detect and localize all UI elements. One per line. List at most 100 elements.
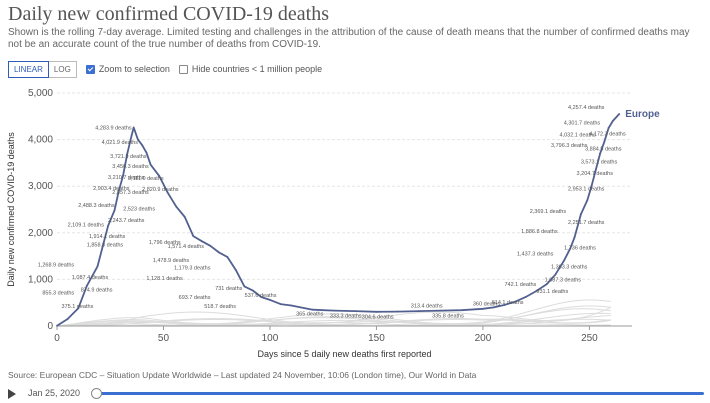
data-label: 1,128.1 deaths: [146, 276, 183, 282]
data-label: 2,251.7 deaths: [568, 220, 605, 226]
series-point: [192, 235, 195, 237]
data-label: 2,243.7 deaths: [108, 218, 145, 224]
series-point: [56, 324, 58, 327]
background-country-line: [56, 308, 611, 327]
data-label: 304.6 deaths: [362, 315, 394, 321]
series-point: [396, 310, 399, 313]
series-point: [183, 216, 186, 218]
timeline-track[interactable]: [98, 392, 704, 395]
data-label: 2,903.4 deaths: [93, 186, 130, 192]
checkbox-checked-icon: [85, 64, 95, 74]
log-scale-button[interactable]: LOG: [48, 60, 77, 78]
series-point: [217, 251, 220, 254]
data-label: 360 deaths: [473, 302, 500, 308]
series-point: [209, 244, 212, 247]
data-label: 3,796.3 deaths: [551, 143, 588, 149]
data-label: 1,571.4 deaths: [168, 244, 205, 250]
series-point: [113, 209, 116, 212]
data-label: 4,172.3 deaths: [589, 132, 626, 138]
series-point: [607, 127, 610, 129]
series-point: [439, 309, 442, 312]
series-point: [243, 285, 246, 288]
data-label: 2,857.3 deaths: [112, 190, 149, 196]
y-tick-label: 4,000: [28, 135, 53, 146]
series-point: [573, 236, 576, 239]
series-label: Europe: [625, 109, 660, 120]
series-point: [175, 205, 178, 208]
data-label: 335.8 deaths: [432, 313, 464, 319]
x-tick-label: 200: [475, 333, 492, 344]
x-axis-label: Days since 5 daily new deaths first repo…: [257, 349, 431, 359]
timeline-control: Jan 25, 2020: [8, 387, 708, 401]
data-label: 693.7 deaths: [179, 295, 211, 301]
data-label: 537.6 deaths: [245, 293, 277, 299]
data-label: 3,884.5 deaths: [585, 146, 622, 152]
series-point: [137, 138, 139, 141]
data-label: 365 deaths: [296, 311, 323, 317]
series-point: [586, 199, 589, 202]
data-label: 4,257.4 deaths: [568, 105, 605, 111]
y-tick-label: 3,000: [28, 181, 53, 192]
data-label: 2,109.1 deaths: [68, 222, 105, 228]
y-tick-label: 1,000: [28, 274, 53, 285]
x-tick-label: 100: [262, 333, 279, 344]
series-point: [252, 289, 254, 292]
timeline-handle[interactable]: [91, 388, 102, 399]
hide-small-countries-toggle[interactable]: Hide countries < 1 million people: [178, 64, 322, 74]
data-label: 2,369.1 deaths: [530, 209, 567, 215]
linear-scale-button[interactable]: LINEAR: [8, 60, 49, 78]
data-label: 333.3 deaths: [330, 314, 362, 320]
data-label: 3,111.0 deaths: [128, 176, 164, 182]
series-point: [562, 259, 565, 262]
chart-controls: LINEAR LOG Zoom to selection Hide countr…: [8, 60, 322, 78]
data-label: 4,021.9 deaths: [102, 140, 139, 146]
data-label: 1,858.8 deaths: [87, 242, 124, 248]
series-point: [545, 283, 548, 285]
play-icon[interactable]: [8, 389, 16, 399]
series-point: [492, 306, 495, 309]
data-label: 1,179.3 deaths: [174, 265, 211, 271]
data-label: 518.7 deaths: [204, 304, 236, 310]
line-chart: 0 1,000 2,000 3,000 4,000 5,000 0 50 100 150 200 25…: [6, 88, 660, 359]
data-label: 614.1 deaths: [492, 300, 524, 306]
background-country-line: [56, 318, 611, 327]
series-point: [96, 265, 99, 268]
series-line-europe: [56, 113, 620, 327]
data-label: 931.1 deaths: [536, 289, 568, 295]
chart-subtitle: Shown is the rolling 7-day average. Limi…: [8, 27, 690, 50]
zoom-to-selection-label: Zoom to selection: [98, 64, 170, 74]
series-point: [375, 310, 378, 313]
series-point: [130, 134, 133, 137]
data-label: 1,796 deaths: [149, 240, 181, 246]
series-point: [166, 191, 169, 194]
data-label: 1,087.3 deaths: [545, 277, 582, 283]
data-label: 1,363.3 deaths: [551, 264, 588, 270]
x-tick-label: 0: [54, 333, 60, 344]
data-label: 3,210.7 deaths: [108, 175, 145, 181]
series-point: [603, 141, 606, 143]
series-point: [226, 256, 229, 258]
series-point: [594, 168, 597, 171]
series-point: [269, 299, 271, 301]
source-note: Source: European CDC – Situation Update …: [8, 370, 477, 380]
series-point: [279, 303, 282, 305]
series-point: [85, 285, 88, 287]
series-point: [618, 113, 621, 115]
series-point: [354, 310, 357, 312]
data-label: 375.1 deaths: [62, 304, 94, 310]
data-label: 2,820.9 deaths: [142, 187, 179, 193]
series-point: [418, 310, 420, 312]
series-point: [260, 296, 263, 299]
series-point: [311, 308, 314, 311]
series-point: [149, 163, 152, 166]
series-point: [482, 307, 484, 310]
chart-title: Daily new confirmed COVID-19 deaths: [8, 3, 330, 25]
zoom-to-selection-toggle[interactable]: Zoom to selection: [85, 64, 170, 74]
series-point: [234, 269, 237, 271]
series-point: [590, 185, 593, 188]
data-label: 2,523 deaths: [123, 207, 155, 213]
series-point: [332, 309, 335, 312]
data-label: 2,488.3 deaths: [78, 203, 115, 209]
x-tick-label: 250: [581, 333, 598, 344]
data-label: 742.1 deaths: [504, 282, 536, 288]
